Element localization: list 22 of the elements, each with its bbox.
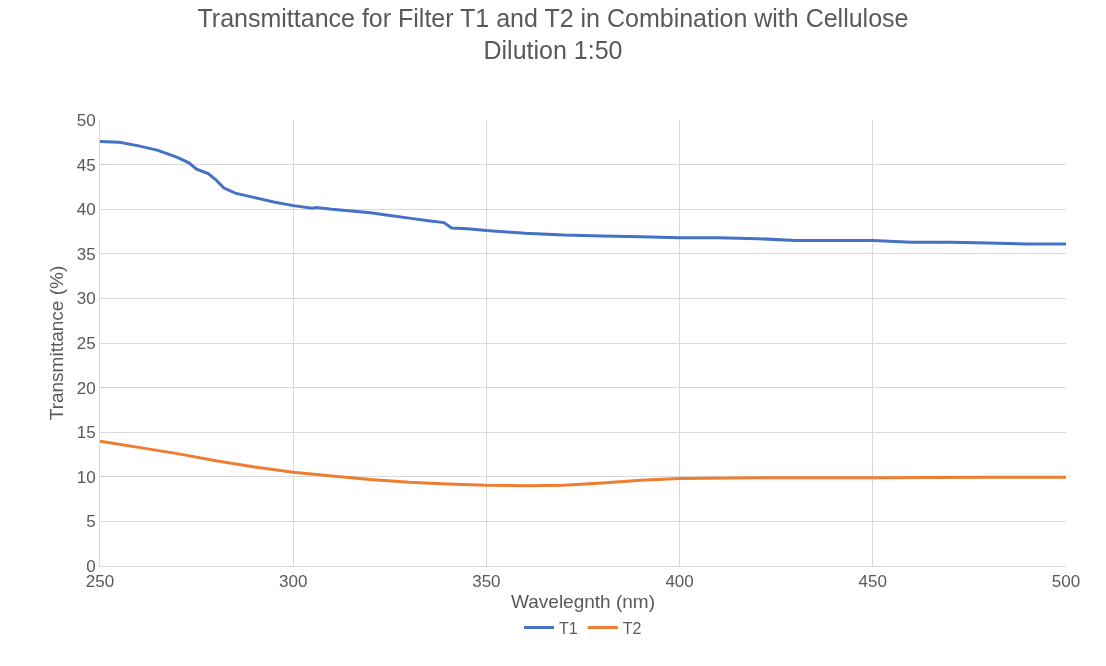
- y-tick-label: 35: [76, 244, 96, 264]
- y-tick-label: 50: [76, 110, 96, 130]
- y-tick-label: 5: [86, 512, 96, 532]
- x-axis-title: Wavelegnth (nm): [511, 591, 655, 613]
- y-tick-label: 10: [76, 467, 96, 487]
- y-tick-label: 15: [76, 423, 96, 443]
- chart-title: Transmittance for Filter T1 and T2 in Combination with Cellulose Dilution 1:50: [197, 3, 909, 65]
- legend-label: T2: [622, 619, 642, 637]
- x-tick-label: 300: [279, 572, 308, 592]
- x-tick-label: 450: [858, 572, 887, 592]
- y-tick-label: 40: [76, 200, 96, 220]
- line-series: [100, 439, 1066, 488]
- x-tick-label: 500: [1051, 572, 1081, 592]
- x-tick-label: 400: [665, 572, 694, 592]
- legend-label: T1: [559, 619, 578, 637]
- y-axis-title: Transmittance (%): [45, 265, 67, 421]
- y-tick-label: 25: [76, 333, 96, 353]
- x-tick-label: 350: [472, 572, 501, 592]
- y-tick-label: 45: [76, 155, 96, 175]
- y-tick-label: 20: [76, 378, 96, 398]
- line-series: [100, 139, 1066, 246]
- y-tick-label: 30: [76, 289, 96, 309]
